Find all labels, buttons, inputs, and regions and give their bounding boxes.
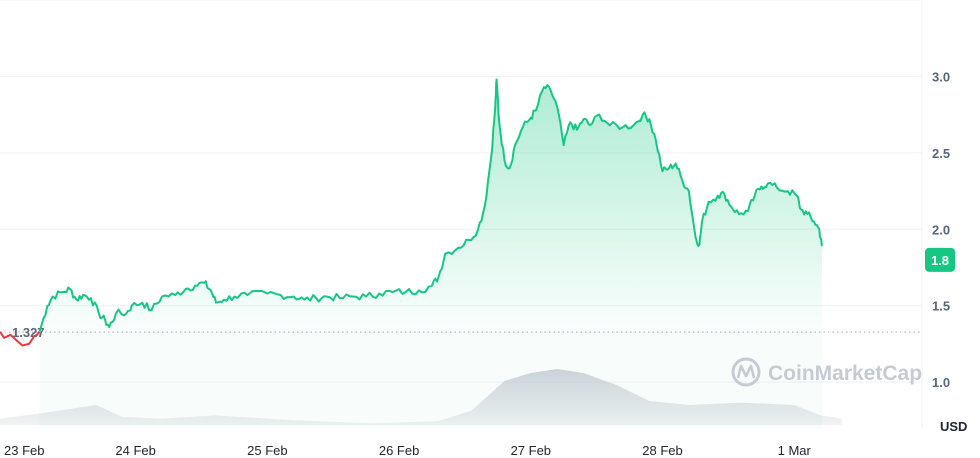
x-tick-label: 28 Feb — [642, 443, 682, 458]
baseline: 1.327 — [0, 325, 922, 340]
currency-unit-label: USD — [940, 419, 967, 434]
price-line-up — [38, 78, 823, 332]
y-tick-label: 2.5 — [932, 146, 950, 161]
y-tick-label: 1.0 — [932, 375, 950, 390]
y-tick-label: 3.0 — [932, 69, 950, 84]
last-price-badge: 1.8 — [925, 247, 955, 272]
x-tick-label: 27 Feb — [511, 443, 551, 458]
x-tick-label: 25 Feb — [247, 443, 287, 458]
x-tick-label: 26 Feb — [379, 443, 419, 458]
y-tick-label: 1.5 — [932, 299, 950, 314]
x-tick-label: 24 Feb — [115, 443, 155, 458]
x-axis: 23 Feb 24 Feb 25 Feb 26 Feb 27 Feb 28 Feb 1 Ma… — [4, 443, 812, 458]
price-line — [0, 78, 823, 347]
watermark-text: CoinMarketCap — [768, 362, 922, 385]
last-price-label: 1.8 — [931, 253, 949, 268]
y-axis: 1.0 1.5 2.0 2.5 3.0 — [932, 69, 950, 390]
volume-area — [0, 369, 842, 425]
volume-shape — [0, 369, 842, 425]
price-line-down — [0, 331, 41, 347]
x-tick-label: 23 Feb — [4, 443, 44, 458]
y-tick-label: 2.0 — [932, 222, 950, 237]
last-price-badge-bg — [925, 247, 955, 272]
baseline-label: 1.327 — [12, 325, 45, 340]
x-tick-label: 1 Mar — [778, 443, 812, 458]
coinmarketcap-logo-icon — [731, 357, 761, 387]
price-area-fill-lower — [40, 332, 822, 428]
watermark: CoinMarketCap — [731, 357, 922, 387]
price-area — [39, 79, 822, 428]
price-area-fill — [39, 79, 822, 333]
